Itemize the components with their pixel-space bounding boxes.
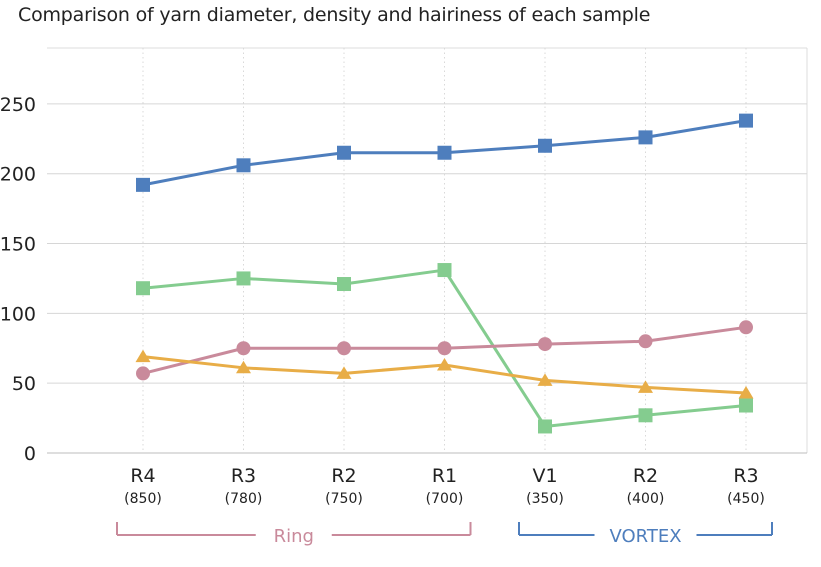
x-tick-label: R3 xyxy=(231,465,256,487)
data-point-triangle xyxy=(738,385,754,399)
data-point-square xyxy=(538,138,552,153)
data-point-circle xyxy=(136,366,150,381)
x-axis: R4 (850) R3 (780) R2 (750) R1 (700) V1 (350) R2 (40… xyxy=(124,465,765,507)
data-point-circle xyxy=(437,341,452,356)
data-point-square xyxy=(236,271,251,286)
data-point-square xyxy=(136,281,150,296)
series-layer xyxy=(135,113,754,434)
group-label: Ring xyxy=(274,526,314,547)
data-point-circle xyxy=(337,341,351,356)
y-tick-label: 150 xyxy=(0,234,36,256)
data-point-triangle xyxy=(537,373,553,386)
data-point-triangle xyxy=(638,380,653,393)
data-point-square xyxy=(638,130,653,145)
x-tick-label: R2 xyxy=(633,465,658,487)
data-point-circle xyxy=(638,334,653,349)
x-tick-sublabel: (850) xyxy=(124,491,162,507)
chart-title: Comparison of yarn diameter, density and… xyxy=(18,4,651,26)
data-point-triangle xyxy=(236,360,251,374)
x-tick-sublabel: (780) xyxy=(225,491,263,507)
data-point-square xyxy=(638,408,653,423)
data-point-triangle xyxy=(437,358,452,371)
y-tick-label: 50 xyxy=(12,373,36,395)
x-tick-label: V1 xyxy=(532,465,557,487)
data-point-square xyxy=(136,177,150,192)
data-point-square xyxy=(337,277,351,292)
x-tick-label: R4 xyxy=(130,465,155,487)
data-point-circle xyxy=(236,341,251,356)
data-point-square xyxy=(437,145,452,160)
data-point-triangle xyxy=(336,366,352,379)
x-tick-sublabel: (700) xyxy=(426,491,464,507)
x-tick-label: R1 xyxy=(432,465,457,487)
data-point-square xyxy=(538,419,552,434)
y-tick-label: 200 xyxy=(0,164,36,186)
y-tick-label: 100 xyxy=(0,303,36,325)
grid-lines xyxy=(47,47,808,454)
y-axis: 0 50 100 150 200 250 xyxy=(0,94,36,465)
group-label: VORTEX xyxy=(609,526,681,547)
data-point-square xyxy=(437,263,452,278)
y-tick-label: 250 xyxy=(0,94,36,116)
data-point-square xyxy=(739,398,753,413)
data-point-square xyxy=(739,113,753,128)
x-tick-sublabel: (750) xyxy=(325,491,363,507)
data-point-circle xyxy=(739,320,753,335)
group-brackets: Ring VORTEX xyxy=(116,522,773,547)
data-point-circle xyxy=(538,337,552,352)
y-tick-label: 0 xyxy=(24,443,36,465)
x-tick-label: R2 xyxy=(331,465,356,487)
x-tick-sublabel: (400) xyxy=(627,491,665,507)
x-tick-sublabel: (450) xyxy=(727,491,765,507)
data-point-square xyxy=(236,158,251,173)
data-point-triangle xyxy=(135,349,151,363)
x-tick-label: R3 xyxy=(733,465,758,487)
x-tick-sublabel: (350) xyxy=(526,491,564,507)
data-point-square xyxy=(337,145,351,160)
